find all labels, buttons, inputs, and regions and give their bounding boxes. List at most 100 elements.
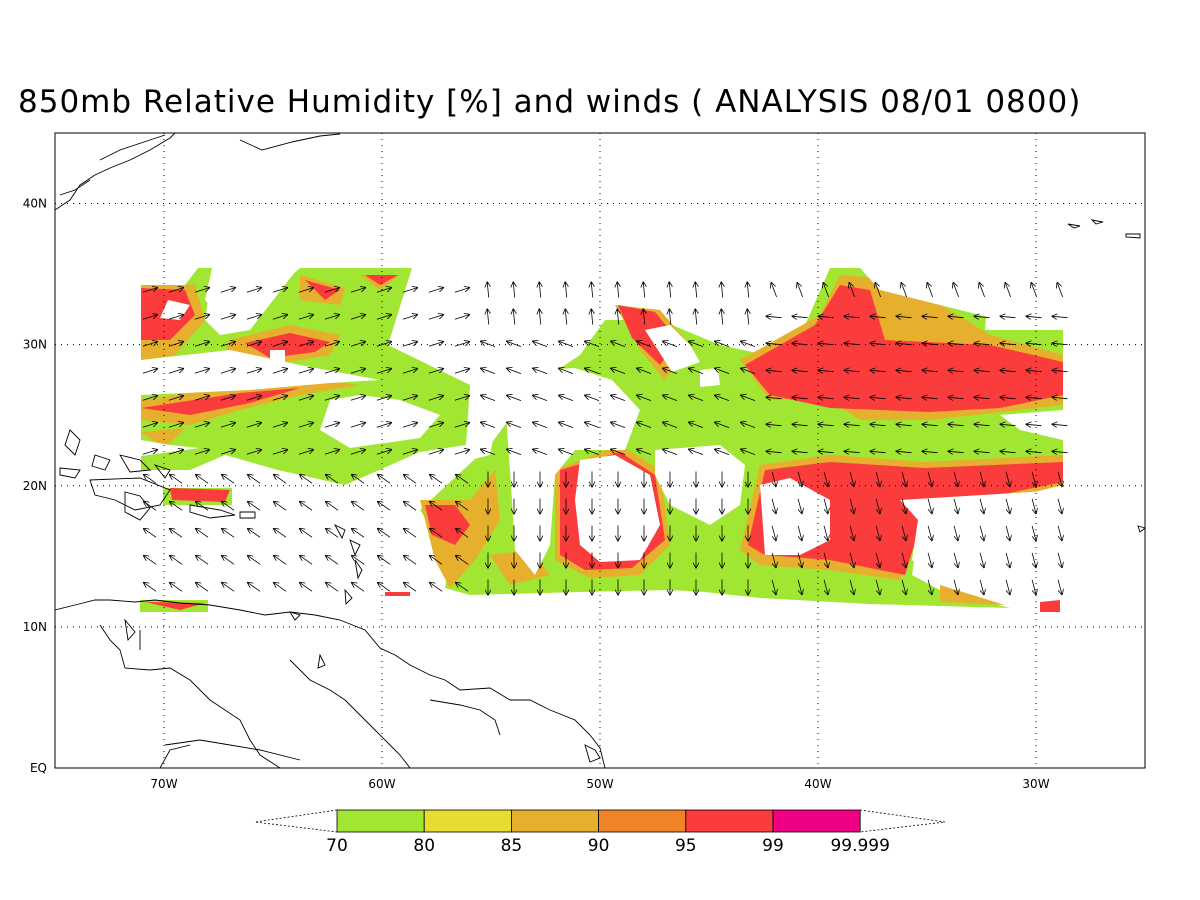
wind-arrow bbox=[402, 288, 417, 293]
wind-arrow bbox=[507, 341, 522, 347]
wind-arrow bbox=[376, 342, 391, 347]
wind-arrow bbox=[923, 424, 938, 425]
wind-arrow bbox=[324, 423, 339, 428]
wind-arrow bbox=[220, 423, 235, 428]
wind-arrow bbox=[747, 283, 748, 298]
wind-arrow bbox=[1053, 424, 1068, 425]
wind-arrow bbox=[689, 449, 704, 455]
wind-arrow bbox=[559, 449, 574, 455]
wind-arrow bbox=[220, 342, 235, 347]
wind-arrow bbox=[559, 368, 574, 374]
wind-arrow bbox=[1031, 525, 1036, 540]
wind-arrow bbox=[430, 583, 443, 592]
wind-arrow bbox=[663, 422, 678, 428]
wind-arrow bbox=[1001, 370, 1016, 371]
wind-arrow bbox=[897, 343, 912, 344]
wind-arrow bbox=[975, 397, 990, 398]
wind-arrow bbox=[168, 450, 183, 455]
wind-arrow bbox=[663, 395, 678, 401]
wind-arrow bbox=[793, 451, 808, 452]
wind-arrow bbox=[376, 315, 391, 320]
wind-arrow bbox=[274, 529, 287, 538]
wind-arrow bbox=[144, 583, 157, 592]
wind-arrow bbox=[923, 370, 938, 371]
wind-arrow bbox=[220, 450, 235, 455]
wind-arrow bbox=[797, 498, 802, 513]
wind-arrow bbox=[352, 529, 365, 538]
wind-arrow bbox=[513, 310, 514, 325]
wind-arrow bbox=[669, 283, 670, 298]
wind-arrow bbox=[823, 471, 828, 486]
wind-arrow bbox=[559, 395, 574, 401]
wind-arrow bbox=[350, 423, 365, 428]
wind-arrow bbox=[298, 369, 313, 374]
wind-arrow bbox=[194, 369, 209, 374]
wind-arrow bbox=[1001, 397, 1016, 398]
wind-arrow bbox=[144, 502, 157, 511]
wind-arrow bbox=[1027, 316, 1042, 317]
wind-arrow bbox=[168, 315, 183, 320]
wind-arrow bbox=[669, 310, 670, 325]
wind-arrow bbox=[1005, 283, 1011, 298]
wind-arrow bbox=[246, 342, 261, 347]
wind-arrow bbox=[771, 525, 776, 540]
wind-arrow bbox=[404, 475, 417, 484]
wind-arrow bbox=[819, 424, 834, 425]
wind-arrow bbox=[487, 283, 488, 298]
colorbar-label: 95 bbox=[675, 836, 697, 856]
wind-arrow bbox=[1005, 498, 1010, 513]
wind-arrow bbox=[533, 422, 548, 428]
wind-arrow bbox=[611, 368, 626, 374]
wind-arrow bbox=[196, 529, 209, 538]
wind-arrow bbox=[144, 556, 157, 565]
wind-arrow bbox=[793, 397, 808, 398]
wind-arrow bbox=[871, 451, 886, 452]
wind-arrow bbox=[194, 396, 209, 401]
wind-arrow bbox=[715, 368, 730, 374]
wind-arrow bbox=[402, 369, 417, 374]
wind-arrow bbox=[142, 315, 157, 320]
wind-arrow bbox=[695, 283, 696, 298]
wind-arrow bbox=[168, 342, 183, 347]
colorbar-label: 85 bbox=[501, 836, 523, 856]
wind-arrow bbox=[376, 288, 391, 293]
wind-arrow bbox=[194, 342, 209, 347]
wind-arrow bbox=[1027, 397, 1042, 398]
wind-arrow bbox=[715, 449, 730, 455]
wind-arrow bbox=[611, 422, 626, 428]
wind-arrow bbox=[352, 502, 365, 511]
wind-arrow bbox=[170, 502, 183, 511]
wind-arrow bbox=[402, 396, 417, 401]
wind-arrow bbox=[797, 283, 803, 298]
wind-arrow bbox=[246, 423, 261, 428]
wind-arrow bbox=[194, 288, 209, 293]
wind-arrow bbox=[793, 370, 808, 371]
wind-arrow bbox=[246, 396, 261, 401]
wind-arrow bbox=[897, 316, 912, 317]
wind-arrow bbox=[487, 310, 488, 325]
wind-arrow bbox=[823, 283, 829, 298]
lon-label-30w: 30W bbox=[1022, 777, 1049, 791]
wind-arrow bbox=[274, 556, 287, 565]
wind-arrow bbox=[927, 471, 932, 486]
wind-arrow bbox=[1031, 498, 1036, 513]
wind-arrow bbox=[220, 315, 235, 320]
wind-arrow bbox=[1001, 424, 1016, 425]
wind-arrow bbox=[1031, 552, 1036, 567]
wind-arrow bbox=[274, 583, 287, 592]
wind-arrow bbox=[454, 342, 469, 347]
wind-arrow bbox=[845, 451, 860, 452]
wind-arrow bbox=[643, 283, 644, 298]
wind-arrow bbox=[923, 451, 938, 452]
wind-arrow bbox=[144, 529, 157, 538]
wind-arrow bbox=[404, 583, 417, 592]
wind-arrow bbox=[430, 556, 443, 565]
wind-arrow bbox=[1057, 498, 1062, 513]
wind-arrow bbox=[378, 583, 391, 592]
wind-arrow bbox=[378, 529, 391, 538]
wind-arrow bbox=[272, 396, 287, 401]
wind-arrow bbox=[350, 450, 365, 455]
colorbar-segment bbox=[510, 809, 599, 833]
wind-arrow bbox=[979, 579, 984, 594]
wind-arrow bbox=[771, 552, 776, 567]
